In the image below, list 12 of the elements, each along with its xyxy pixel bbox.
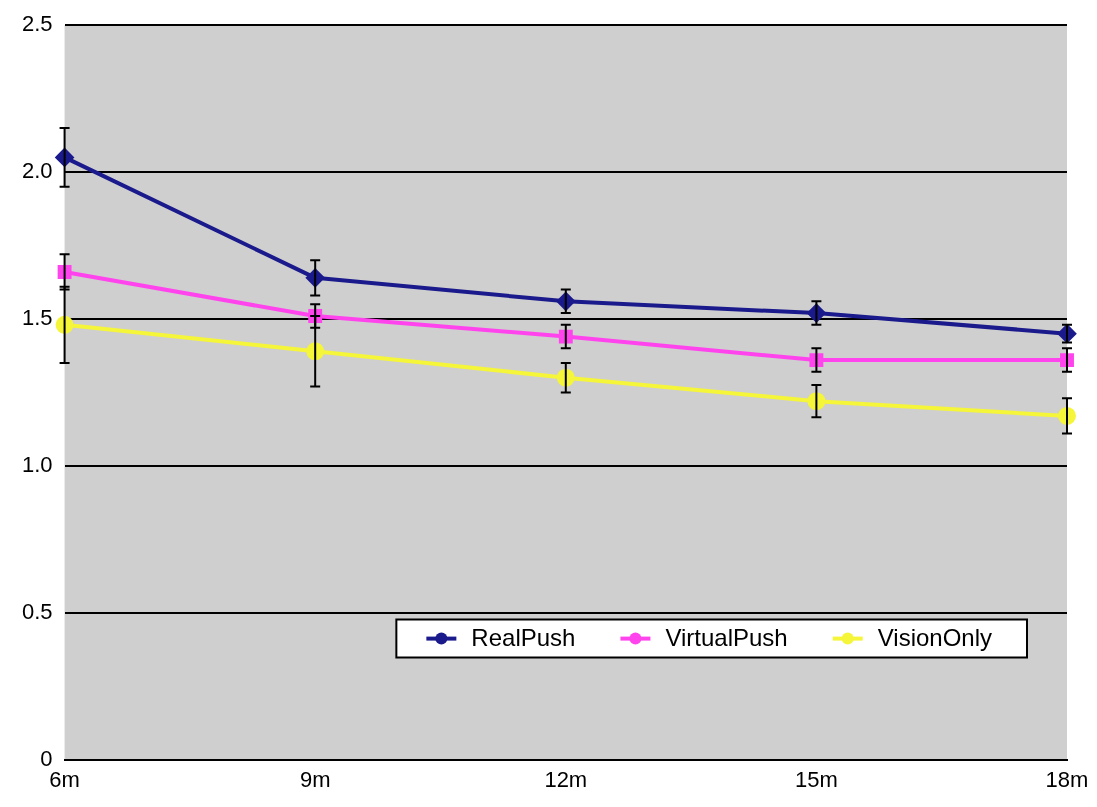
x-tick-label: 12m: [544, 766, 588, 792]
legend-label: RealPush: [471, 624, 576, 652]
y-tick-label: 0.5: [21, 598, 53, 624]
y-tick-label: 1.0: [21, 451, 53, 477]
x-tick-label: 9m: [299, 766, 331, 792]
y-tick-label: 1.5: [21, 305, 53, 331]
legend-label: VisionOnly: [877, 624, 992, 652]
x-tick-label: 15m: [795, 766, 838, 792]
x-tick-label: 18m: [1045, 766, 1089, 792]
y-tick-label: 2.0: [21, 158, 53, 184]
legend-label: VirtualPush: [665, 624, 788, 652]
y-tick-label: 2.5: [21, 11, 53, 37]
